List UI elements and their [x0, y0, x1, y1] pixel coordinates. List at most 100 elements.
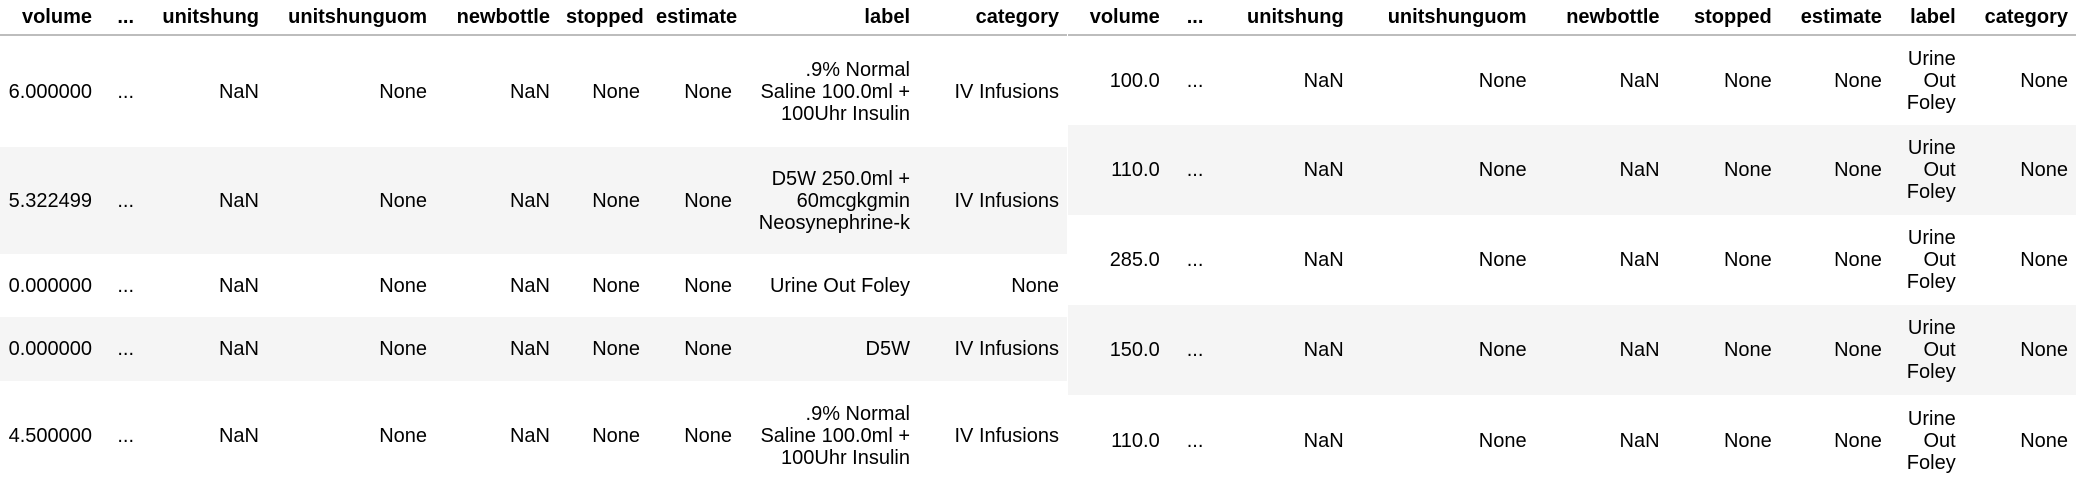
- column-header-unitshunguom[interactable]: unitshunguom: [1351, 0, 1535, 36]
- cell-category: None: [2020, 430, 2068, 452]
- cell-label: D5W: [865, 338, 910, 360]
- cell-unitshunguom: None: [1478, 249, 1527, 271]
- cell-unitshung: NaN: [218, 425, 259, 447]
- table-row: 5.322499 ... NaN None NaN None None D5W …: [0, 147, 1067, 254]
- cell-ellipsis: ...: [117, 189, 134, 212]
- cell-label: .9% Normal Saline 100.0ml + 100Uhr Insul…: [760, 58, 910, 125]
- cell-estimate: None: [684, 274, 732, 297]
- cell-ellipsis: ...: [1186, 249, 1204, 271]
- cell-ellipsis: ...: [1186, 69, 1204, 92]
- column-header-category[interactable]: category: [918, 0, 1067, 36]
- cell-unitshung: NaN: [218, 189, 259, 212]
- cell-label: Urine Out Foley: [1906, 227, 1956, 293]
- cell-newbottle: NaN: [509, 338, 550, 360]
- cell-ellipsis: ...: [117, 338, 134, 360]
- column-header-label[interactable]: label: [740, 0, 918, 36]
- cell-unitshunguom: None: [379, 274, 427, 297]
- dataframe-table-right: volume ... unitshung unitshunguom newbot…: [1068, 0, 2076, 487]
- column-header-volume[interactable]: volume: [0, 0, 100, 36]
- table-row: 6.000000 ... NaN None NaN None None .9% …: [0, 35, 1067, 147]
- cell-estimate: None: [684, 425, 732, 447]
- cell-stopped: None: [592, 80, 640, 103]
- column-header-estimate[interactable]: estimate: [648, 0, 740, 36]
- cell-stopped: None: [1723, 159, 1772, 181]
- cell-unitshunguom: None: [379, 338, 427, 360]
- cell-label: Urine Out Foley: [1906, 137, 1956, 203]
- cell-unitshung: NaN: [218, 338, 259, 360]
- column-header-newbottle[interactable]: newbottle: [435, 0, 558, 36]
- cell-stopped: None: [592, 274, 640, 297]
- cell-unitshunguom: None: [379, 189, 427, 212]
- table-row: 100.0 ... NaN None NaN None None Urine O…: [1068, 35, 2076, 125]
- cell-category: None: [2020, 249, 2068, 271]
- cell-unitshunguom: None: [379, 80, 427, 103]
- column-header-newbottle[interactable]: newbottle: [1534, 0, 1668, 36]
- column-header-unitshunguom[interactable]: unitshunguom: [267, 0, 435, 36]
- cell-newbottle: NaN: [1619, 159, 1660, 181]
- cell-category: None: [2020, 159, 2068, 181]
- cell-ellipsis: ...: [117, 274, 134, 297]
- cell-volume: 150.0: [1109, 339, 1160, 361]
- table-row: 4.500000 ... NaN None NaN None None .9% …: [0, 381, 1067, 491]
- cell-newbottle: NaN: [1619, 430, 1660, 452]
- cell-volume: 0.000000: [8, 274, 92, 297]
- cell-category: IV Infusions: [954, 425, 1059, 447]
- column-header-ellipsis: ...: [1167, 0, 1212, 36]
- column-header-label[interactable]: label: [1889, 0, 1964, 36]
- column-header-volume[interactable]: volume: [1068, 0, 1168, 36]
- cell-unitshung: NaN: [1303, 249, 1344, 271]
- column-header-category[interactable]: category: [1963, 0, 2076, 36]
- cell-volume: 0.000000: [8, 338, 92, 360]
- cell-ellipsis: ...: [117, 425, 134, 447]
- column-header-stopped[interactable]: stopped: [1667, 0, 1780, 36]
- cell-volume: 6.000000: [8, 80, 92, 103]
- table-row: 150.0 ... NaN None NaN None None Urine O…: [1068, 305, 2076, 395]
- table-row: 110.0 ... NaN None NaN None None Urine O…: [1068, 125, 2076, 215]
- cell-unitshung: NaN: [218, 274, 259, 297]
- cell-estimate: None: [1834, 69, 1882, 92]
- cell-unitshung: NaN: [218, 80, 259, 103]
- cell-estimate: None: [1834, 339, 1882, 361]
- cell-category: IV Infusions: [954, 189, 1059, 212]
- table-row: 0.000000 ... NaN None NaN None None Urin…: [0, 254, 1067, 317]
- cell-label: .9% Normal Saline 100.0ml + 100Uhr Insul…: [760, 403, 910, 469]
- cell-unitshung: NaN: [1303, 430, 1344, 452]
- header-row: volume ... unitshung unitshunguom newbot…: [0, 0, 1067, 36]
- cell-newbottle: NaN: [509, 274, 550, 297]
- cell-unitshung: NaN: [1303, 339, 1344, 361]
- column-header-estimate[interactable]: estimate: [1779, 0, 1890, 36]
- cell-volume: 100.0: [1109, 69, 1160, 92]
- cell-estimate: None: [684, 80, 732, 103]
- cell-unitshunguom: None: [379, 425, 427, 447]
- cell-unitshung: NaN: [1303, 69, 1344, 92]
- table-row: 0.000000 ... NaN None NaN None None D5W …: [0, 317, 1067, 381]
- cell-category: None: [2020, 69, 2068, 92]
- cell-category: None: [2020, 339, 2068, 361]
- cell-ellipsis: ...: [1186, 159, 1204, 181]
- cell-label: D5W 250.0ml + 60mcgkgmin Neosynephrine-k: [758, 167, 910, 234]
- cell-stopped: None: [1723, 430, 1772, 452]
- cell-unitshunguom: None: [1478, 69, 1527, 92]
- column-header-unitshung[interactable]: unitshung: [142, 0, 267, 36]
- cell-label: Urine Out Foley: [1906, 47, 1956, 114]
- column-header-stopped[interactable]: stopped: [558, 0, 648, 36]
- cell-stopped: None: [1723, 339, 1772, 361]
- cell-ellipsis: ...: [117, 80, 134, 103]
- cell-ellipsis: ...: [1186, 430, 1204, 452]
- cell-volume: 110.0: [1111, 430, 1160, 452]
- cell-label: Urine Out Foley: [1906, 317, 1956, 383]
- table-row: 285.0 ... NaN None NaN None None Urine O…: [1068, 215, 2076, 305]
- column-header-unitshung[interactable]: unitshung: [1211, 0, 1352, 36]
- cell-newbottle: NaN: [509, 425, 550, 447]
- cell-newbottle: NaN: [509, 189, 550, 212]
- cell-label: Urine Out Foley: [1906, 408, 1956, 474]
- cell-volume: 110.0: [1111, 159, 1160, 181]
- cell-unitshunguom: None: [1478, 339, 1527, 361]
- cell-estimate: None: [684, 189, 732, 212]
- column-header-ellipsis: ...: [100, 0, 142, 36]
- cell-volume: 285.0: [1109, 249, 1160, 271]
- cell-label: Urine Out Foley: [769, 274, 910, 297]
- cell-newbottle: NaN: [1619, 249, 1660, 271]
- cell-stopped: None: [592, 338, 640, 360]
